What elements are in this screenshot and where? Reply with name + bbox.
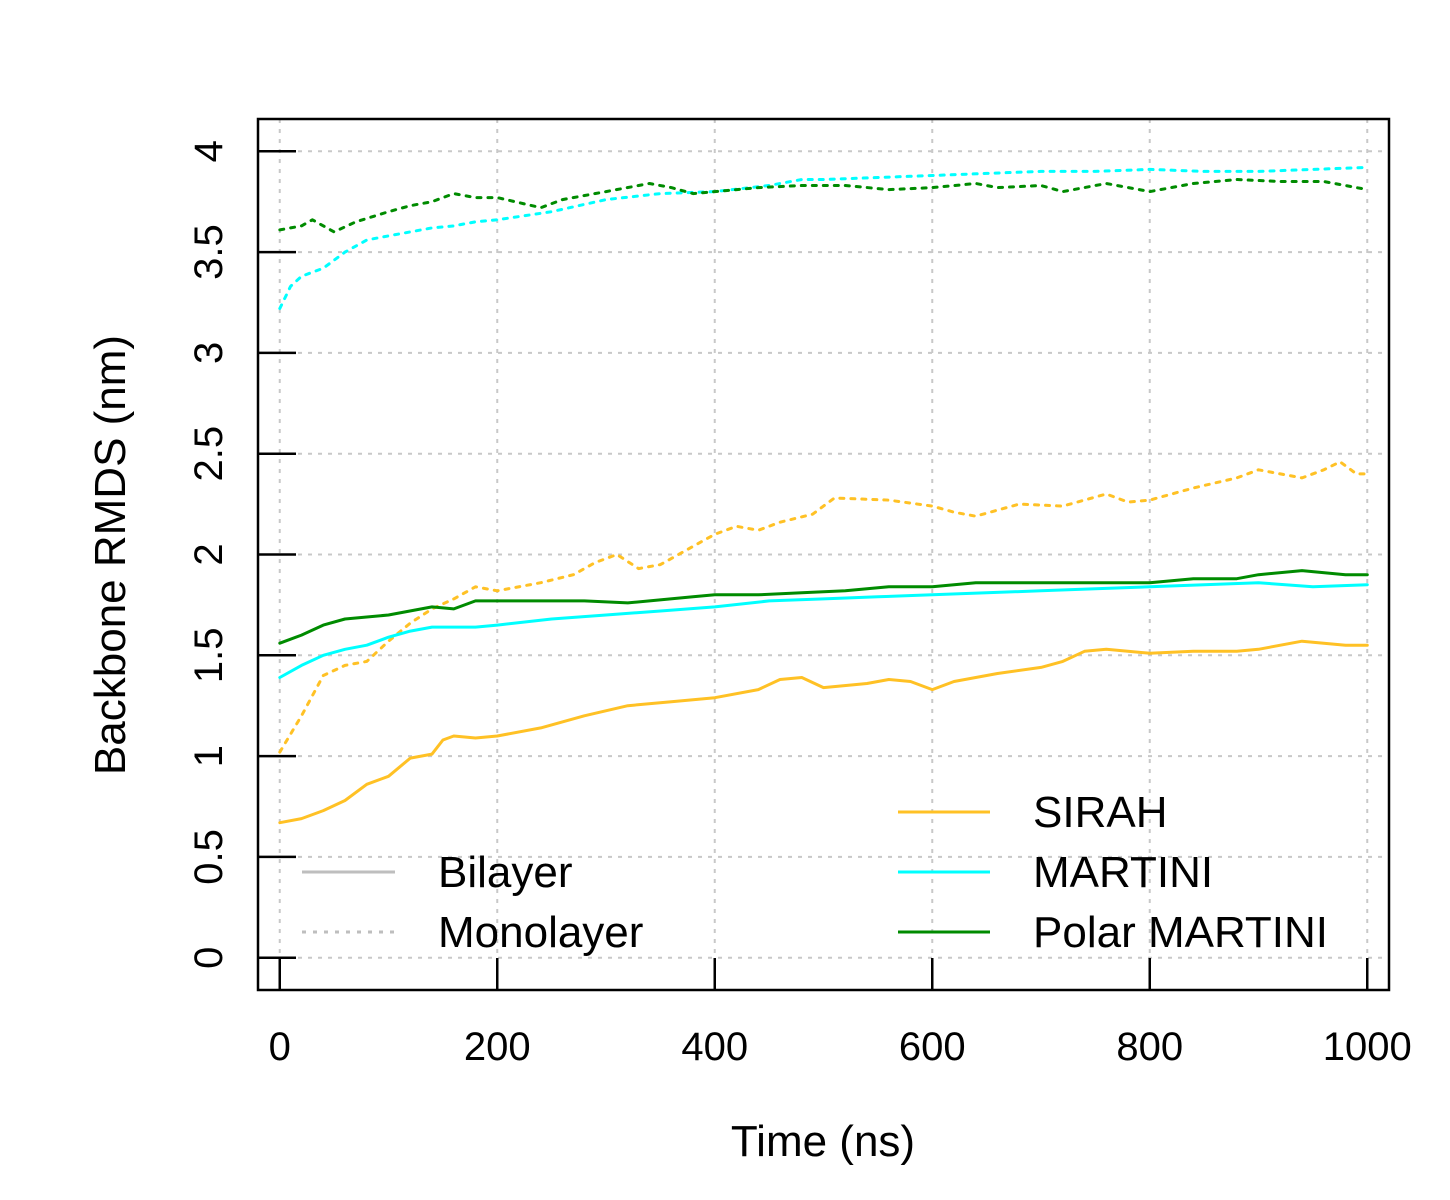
grid: [258, 119, 1389, 990]
x-tick-label: 400: [681, 1025, 748, 1069]
x-tick-label: 0: [269, 1025, 291, 1069]
legends: Bilayer Monolayer SIRAH MARTINI Polar MARTIN…: [302, 788, 1328, 957]
series-lines: [278, 165, 1369, 825]
series-line-sirah-monolayer: [278, 460, 1369, 754]
x-tick-label: 800: [1116, 1025, 1183, 1069]
y-axis-title: Backbone RMDS (nm): [86, 335, 135, 775]
x-tick-label: 1000: [1323, 1025, 1412, 1069]
series-line-sirah-bilayer: [278, 639, 1369, 825]
y-tick-label: 3: [187, 342, 231, 364]
y-tick-label: 2: [187, 543, 231, 565]
legend-label: Polar MARTINI: [1033, 908, 1328, 957]
series-line-martini-monolayer: [278, 165, 1369, 310]
legend-bottom-right: SIRAH MARTINI Polar MARTINI: [898, 788, 1328, 957]
y-tick-label: 3.5: [187, 224, 231, 280]
series-line-martini-bilayer: [278, 581, 1369, 679]
series-line-polar-martini-monolayer: [278, 178, 1369, 234]
y-tick-label: 2.5: [187, 426, 231, 482]
legend-label: MARTINI: [1033, 848, 1213, 897]
x-tick-label: 600: [899, 1025, 966, 1069]
legend-label: Bilayer: [438, 848, 573, 897]
legend-label: SIRAH: [1033, 788, 1167, 837]
y-tick-label: 0: [187, 947, 231, 969]
y-axis: 0 0.5 1 1.5 2 2.5 3 3.5 4: [187, 140, 296, 969]
x-tick-label: 200: [464, 1025, 531, 1069]
x-axis-title: Time (ns): [731, 1117, 915, 1166]
y-tick-label: 1: [187, 745, 231, 767]
y-tick-label: 1.5: [187, 628, 231, 684]
legend-label: Monolayer: [438, 908, 643, 957]
series-line-polar-martini-bilayer: [278, 569, 1369, 645]
y-tick-label: 0.5: [187, 829, 231, 885]
legend-bottom-left: Bilayer Monolayer: [302, 848, 643, 957]
x-axis: 0 200 400 600 800 1000: [269, 958, 1412, 1069]
y-tick-label: 4: [187, 140, 231, 162]
